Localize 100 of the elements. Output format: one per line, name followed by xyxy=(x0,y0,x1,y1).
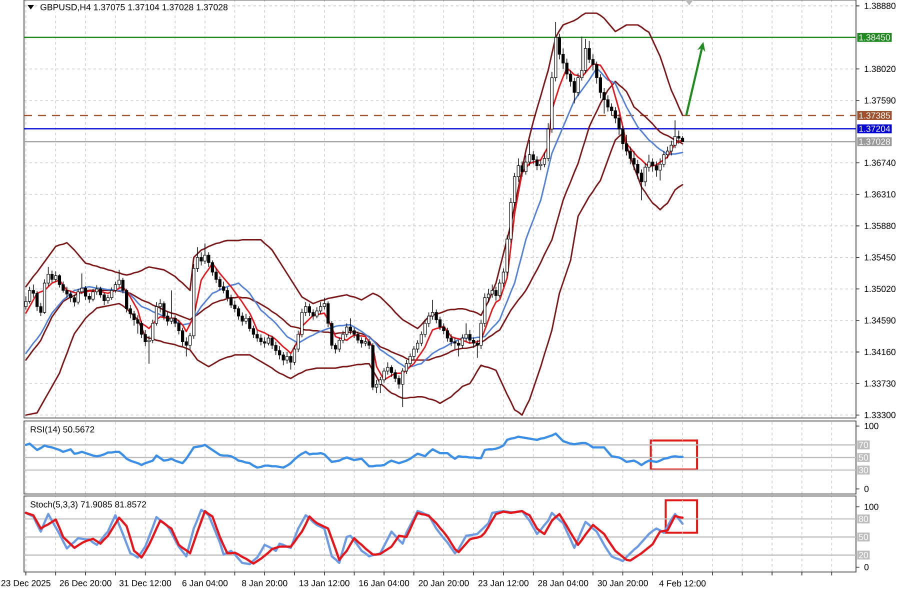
candlestick xyxy=(658,158,662,181)
candlestick xyxy=(468,330,472,344)
candlestick xyxy=(230,294,233,308)
y-tick-label: 1.38020 xyxy=(864,66,896,72)
y-tick-label: 1.38880 xyxy=(864,2,896,9)
candlestick xyxy=(584,38,588,74)
ref-line-label: 70 xyxy=(859,442,868,448)
y-tick-label: 100 xyxy=(864,504,878,510)
ref-line-label: 30 xyxy=(858,466,868,474)
ref-line-label: 50 xyxy=(858,454,868,461)
candlestick xyxy=(132,310,136,326)
candlestick xyxy=(457,340,460,357)
candlestick xyxy=(65,286,68,298)
x-tick-label: 4 Feb 12:00 xyxy=(659,580,706,586)
y-tick-label: 1.34590 xyxy=(864,317,896,324)
candlestick xyxy=(438,316,442,330)
candlestick xyxy=(274,341,278,356)
candlestick xyxy=(91,288,95,302)
candlestick xyxy=(270,335,274,350)
candlestick xyxy=(28,286,32,304)
candlestick xyxy=(315,306,318,319)
text: Stoch(5,3,3) 71.9085 81.8572 xyxy=(30,501,146,510)
candlestick xyxy=(170,290,173,324)
candlestick xyxy=(390,364,394,378)
candlestick xyxy=(72,294,76,307)
candlestick xyxy=(203,243,207,264)
candlestick xyxy=(58,274,62,288)
candlestick xyxy=(76,288,80,305)
candlestick xyxy=(472,336,476,348)
y-tick-label: 1.37590 xyxy=(864,97,896,104)
x-tick-label: 6 Jan 04:00 xyxy=(182,580,228,586)
text: RSI(14) 50.5672 xyxy=(30,426,94,434)
candlestick xyxy=(364,338,367,346)
candlestick xyxy=(453,336,456,350)
y-tick-label: 1.34160 xyxy=(864,348,896,356)
candlestick xyxy=(285,352,289,364)
candlestick xyxy=(84,286,88,300)
candlestick xyxy=(319,302,322,314)
x-tick-label: 13 Jan 12:00 xyxy=(300,580,350,586)
y-tick-label: 1.33730 xyxy=(864,380,896,387)
x-tick-label: 23 Jan 12:00 xyxy=(478,580,529,586)
x-tick-label: 31 Dec 12:00 xyxy=(119,580,172,586)
candlestick xyxy=(520,160,524,178)
ref-line-label: 1.37204 xyxy=(859,126,890,132)
candlestick xyxy=(535,156,539,170)
candlestick xyxy=(430,300,434,320)
x-tick-label: 23 Dec 2025 xyxy=(1,580,50,586)
y-tick-label: 100 xyxy=(864,422,878,430)
candlestick xyxy=(632,150,636,170)
candlestick xyxy=(236,306,240,320)
candlestick xyxy=(382,368,386,384)
candlestick xyxy=(98,286,102,298)
ref-line-label: 50 xyxy=(858,534,868,540)
candlestick xyxy=(412,346,416,360)
candlestick xyxy=(606,94,610,112)
candlestick xyxy=(174,314,177,328)
y-tick-label: 1.35020 xyxy=(864,286,896,292)
candlestick xyxy=(181,327,184,346)
candlestick xyxy=(50,270,54,283)
candlestick xyxy=(356,331,360,344)
candlestick xyxy=(348,318,352,335)
x-tick-label: 28 Jan 04:00 xyxy=(538,580,588,586)
x-tick-label: 26 Dec 20:00 xyxy=(60,580,112,586)
y-tick-label: 1.35450 xyxy=(864,254,896,261)
candlestick xyxy=(266,334,270,346)
candlestick xyxy=(576,72,580,96)
x-tick-label: 20 Jan 20:00 xyxy=(418,580,469,586)
candlestick xyxy=(446,327,450,342)
candlestick xyxy=(200,252,203,266)
candlestick xyxy=(673,120,677,148)
y-tick-label: 0 xyxy=(864,486,869,492)
x-tick-label: 8 Jan 20:00 xyxy=(242,580,288,586)
y-tick-label: 1.33300 xyxy=(864,412,896,418)
y-tick-label: 1.36740 xyxy=(864,160,896,166)
ref-line-label: 1.37028 xyxy=(859,138,890,145)
y-tick-label: 1.35880 xyxy=(864,222,896,229)
candlestick xyxy=(36,290,39,312)
candlestick xyxy=(460,334,464,349)
ref-line-label: 1.37385 xyxy=(859,112,890,119)
y-tick-label: 1.36310 xyxy=(864,191,896,198)
x-tick-label: 16 Jan 04:00 xyxy=(359,580,410,586)
candlestick xyxy=(259,334,262,346)
candlestick xyxy=(662,150,666,168)
candlestick xyxy=(494,286,498,302)
ref-line-label: 20 xyxy=(859,552,868,558)
candlestick xyxy=(677,130,680,144)
candlestick xyxy=(162,301,166,320)
candlestick xyxy=(308,303,311,316)
candlestick xyxy=(54,270,58,282)
ref-line-label: 1.38450 xyxy=(859,34,890,41)
candlestick xyxy=(140,320,144,338)
y-tick-label: 0 xyxy=(864,564,869,570)
candlestick xyxy=(69,290,72,302)
candlestick xyxy=(278,346,282,360)
candlestick xyxy=(490,284,494,298)
chart-title: GBPUSD,H4 1.37075 1.37104 1.37028 1.37028 xyxy=(40,4,228,12)
candlestick xyxy=(263,336,266,348)
ref-line-label: 80 xyxy=(858,516,868,522)
x-tick-label: 30 Jan 20:00 xyxy=(598,580,648,586)
candlestick xyxy=(654,160,658,178)
